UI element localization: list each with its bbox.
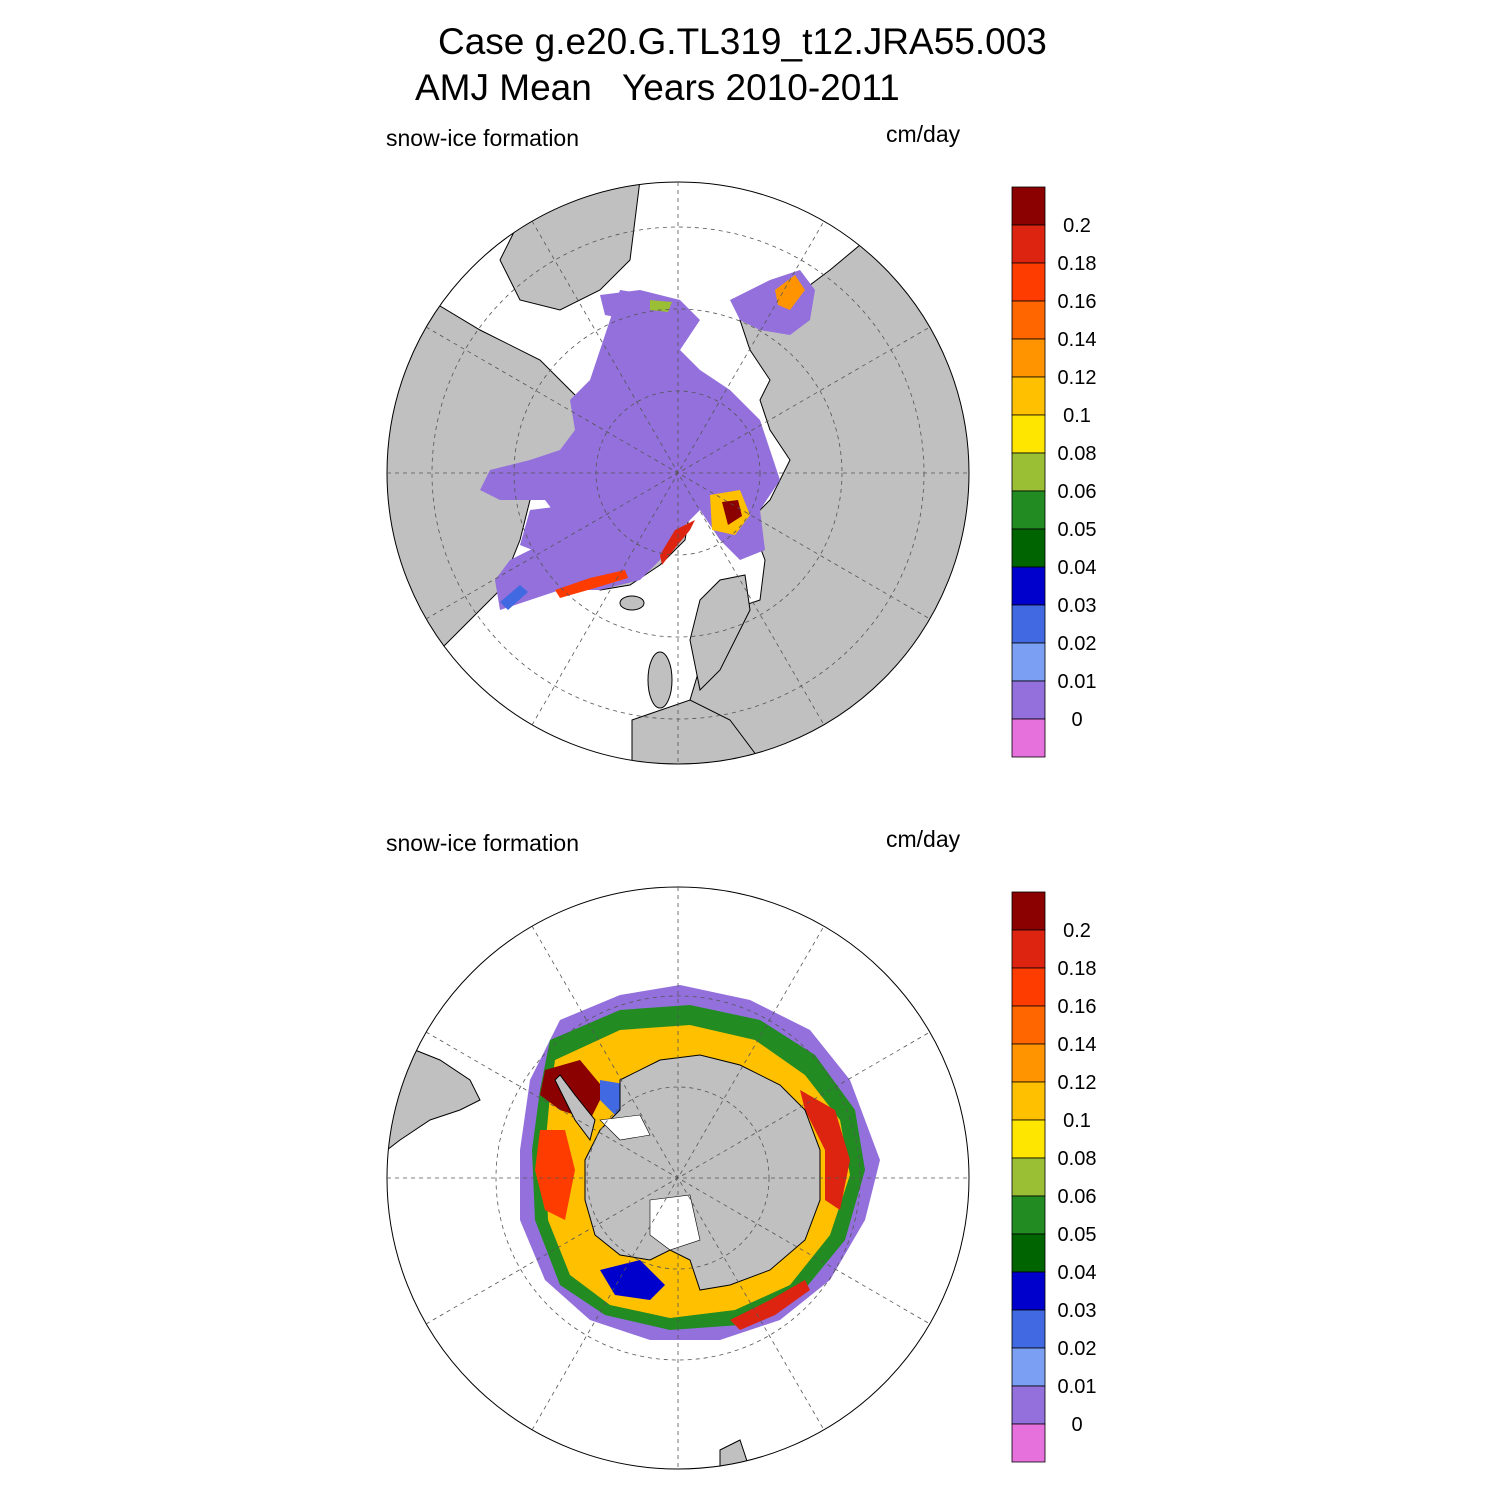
north-colorbar-tick-label: 0.2 bbox=[1063, 215, 1091, 237]
south-land-antarctica bbox=[584, 1054, 821, 1291]
north-colorbar-box bbox=[1011, 338, 1046, 378]
north-graticule bbox=[387, 182, 969, 764]
north-colorbar-box bbox=[1011, 262, 1046, 302]
south-panel-units-label: cm/day bbox=[886, 826, 961, 852]
south-colorbar-tick-label: 0.14 bbox=[1058, 1034, 1097, 1056]
north-colorbar-box bbox=[1011, 414, 1046, 454]
north-hotspot-okhotsk bbox=[775, 275, 805, 310]
north-colorbar-box bbox=[1011, 186, 1046, 226]
north-fringe-blue bbox=[500, 585, 528, 610]
south-colorbar-tick-label: 0 bbox=[1071, 1414, 1082, 1436]
north-colorbar-tick-label: 0.03 bbox=[1058, 595, 1097, 617]
north-land-scandinavia bbox=[689, 574, 751, 692]
south-land-south-america bbox=[387, 1049, 481, 1152]
north-colorbar-tick-label: 0.18 bbox=[1058, 253, 1097, 275]
south-colorbar-box bbox=[1011, 929, 1046, 969]
south-colorbar-box bbox=[1011, 1271, 1046, 1311]
south-colorbar-box bbox=[1011, 1119, 1046, 1159]
south-colorbar-tick-label: 0.03 bbox=[1058, 1300, 1097, 1322]
north-hotspot-bering-green bbox=[650, 300, 672, 312]
north-colorbar-tick-label: 0 bbox=[1071, 709, 1082, 731]
north-hotspot-greenland-east bbox=[660, 520, 695, 565]
south-colorbar-box bbox=[1011, 1157, 1046, 1197]
south-colorbar-box bbox=[1011, 1347, 1046, 1387]
south-colorbar-tick-label: 0.2 bbox=[1063, 920, 1091, 942]
north-land-british-isles bbox=[647, 651, 673, 709]
south-colorbar-tick-label: 0.18 bbox=[1058, 958, 1097, 980]
north-colorbar-tick-label: 0.02 bbox=[1058, 633, 1097, 655]
figure-title-line1: Case g.e20.G.TL319_t12.JRA55.003 bbox=[438, 21, 1047, 62]
south-hotspot-ross bbox=[730, 1280, 810, 1330]
south-blue-amundsen bbox=[600, 1260, 665, 1300]
north-colorbar-box bbox=[1011, 224, 1046, 264]
south-hotspot-indian bbox=[800, 1090, 850, 1210]
south-colorbar-tick-label: 0.02 bbox=[1058, 1338, 1097, 1360]
south-colorbar-tick-label: 0.01 bbox=[1058, 1376, 1097, 1398]
north-panel-variable-label: snow-ice formation bbox=[386, 125, 580, 151]
south-colorbar-tick-label: 0.08 bbox=[1058, 1148, 1097, 1170]
north-panel-units-label: cm/day bbox=[886, 121, 961, 147]
north-colorbar-tick-label: 0.12 bbox=[1058, 367, 1097, 389]
north-colorbar-box bbox=[1011, 490, 1046, 530]
north-colorbar-tick-label: 0.14 bbox=[1058, 329, 1097, 351]
north-colorbar-tick-label: 0.01 bbox=[1058, 671, 1097, 693]
south-panel-variable-label: snow-ice formation bbox=[386, 830, 580, 856]
north-colorbar-box bbox=[1011, 642, 1046, 682]
south-colorbar-box bbox=[1011, 1423, 1046, 1463]
south-graticule bbox=[387, 887, 969, 1469]
south-colorbar-tick-label: 0.16 bbox=[1058, 996, 1097, 1018]
north-colorbar-tick-label: 0.04 bbox=[1058, 557, 1097, 579]
north-colorbar-box bbox=[1011, 300, 1046, 340]
south-colorbar: 0.2 0.18 0.16 0.14 0.12 0.1 0.08 0.06 0.05 0.04 0.… bbox=[1011, 891, 1097, 1463]
north-land-iceland bbox=[619, 595, 645, 611]
north-colorbar-tick-label: 0.05 bbox=[1058, 519, 1097, 541]
north-hotspot-labrador bbox=[555, 570, 628, 598]
north-sea-ice-hudson bbox=[520, 505, 590, 555]
north-colorbar-box bbox=[1011, 376, 1046, 416]
south-colorbar-box bbox=[1011, 1195, 1046, 1235]
figure-title-line2: AMJ Mean Years 2010-2011 bbox=[415, 67, 900, 108]
south-ice-shelf-ross bbox=[649, 1194, 701, 1251]
south-colorbar-tick-label: 0.12 bbox=[1058, 1072, 1097, 1094]
north-colorbar-tick-label: 0.16 bbox=[1058, 291, 1097, 313]
south-colorbar-tick-label: 0.04 bbox=[1058, 1262, 1097, 1284]
south-colorbar-box bbox=[1011, 891, 1046, 931]
north-colorbar-tick-label: 0.1 bbox=[1063, 405, 1091, 427]
north-colorbar-box bbox=[1011, 528, 1046, 568]
south-colorbar-box bbox=[1011, 1385, 1046, 1425]
south-colorbar-box bbox=[1011, 1309, 1046, 1349]
south-polar-map bbox=[386, 886, 970, 1470]
south-colorbar-tick-label: 0.05 bbox=[1058, 1224, 1097, 1246]
south-colorbar-tick-label: 0.06 bbox=[1058, 1186, 1097, 1208]
south-hotspot-weddell bbox=[540, 1060, 605, 1120]
north-polar-map bbox=[386, 181, 970, 765]
north-colorbar-box bbox=[1011, 718, 1046, 758]
south-colorbar-box bbox=[1011, 1081, 1046, 1121]
south-hotspot-weddell-ring bbox=[535, 1130, 575, 1220]
south-colorbar-box bbox=[1011, 1233, 1046, 1273]
south-colorbar-tick-label: 0.1 bbox=[1063, 1110, 1091, 1132]
south-land-antarctic-peninsula bbox=[554, 1074, 596, 1142]
north-sea-ice-bering bbox=[600, 290, 680, 320]
south-ice-shelf-ronne bbox=[599, 1114, 651, 1141]
south-colorbar-box bbox=[1011, 1005, 1046, 1045]
north-colorbar: 0.2 0.18 0.16 0.14 0.12 0.1 0.08 0.06 0.05 0.04 0.… bbox=[1011, 186, 1097, 758]
north-colorbar-box bbox=[1011, 566, 1046, 606]
south-colorbar-box bbox=[1011, 967, 1046, 1007]
north-hotspot-barents-core bbox=[722, 500, 742, 525]
north-colorbar-box bbox=[1011, 452, 1046, 492]
south-colorbar-box bbox=[1011, 1043, 1046, 1083]
north-colorbar-box bbox=[1011, 604, 1046, 644]
north-colorbar-tick-label: 0.08 bbox=[1058, 443, 1097, 465]
north-colorbar-tick-label: 0.06 bbox=[1058, 481, 1097, 503]
north-colorbar-box bbox=[1011, 680, 1046, 720]
